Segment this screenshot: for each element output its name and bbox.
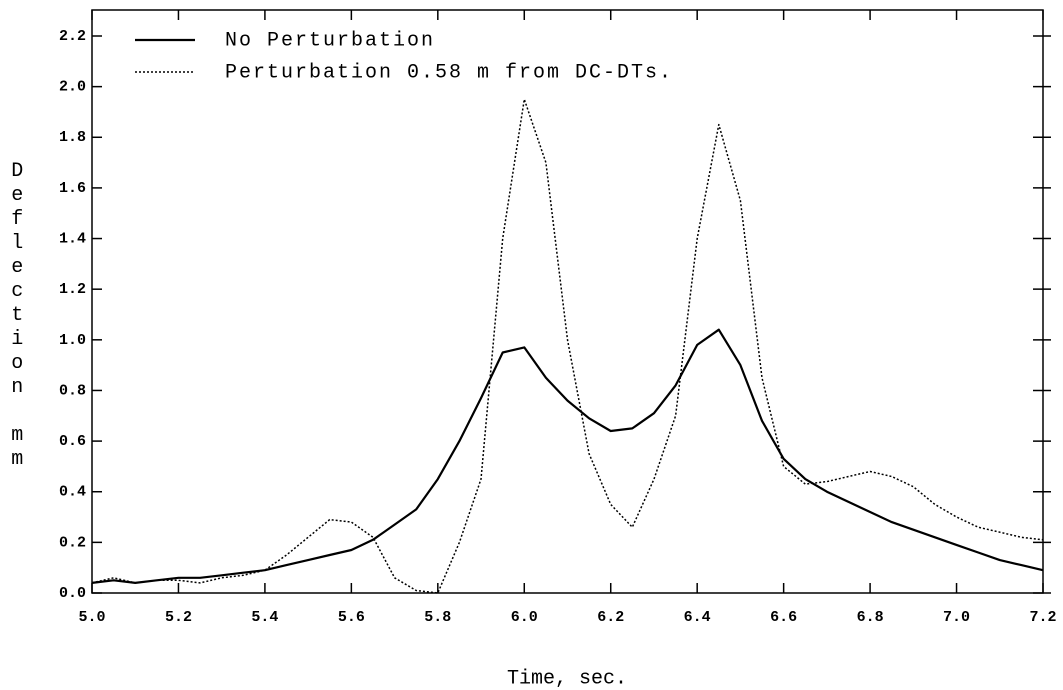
y-axis-label: Deflection mm [6,160,29,472]
y-tick-label: 1.2 [59,281,86,298]
x-tick-label: 5.6 [338,609,365,626]
series-line [91,98,1044,594]
y-tick-label: 1.8 [59,129,86,146]
y-tick-label: 1.0 [59,332,86,349]
legend-label: Perturbation 0.58 m from DC-DTs. [225,61,673,84]
y-tick-label: 0.0 [59,585,86,602]
y-tick-label: 0.4 [59,484,86,501]
legend-label: No Perturbation [225,29,435,52]
y-tick-label: 0.8 [59,382,86,399]
y-tick-label: 2.2 [59,28,86,45]
x-tick-label: 6.0 [511,609,538,626]
series-line [91,328,1044,584]
y-tick-label: 1.6 [59,180,86,197]
y-tick-label: 2.0 [59,79,86,96]
x-axis-label: Time, sec. [507,667,627,690]
x-tick-label: 5.8 [424,609,451,626]
plot-frame [91,9,1044,594]
x-tick-label: 7.0 [943,609,970,626]
x-tick-label: 5.0 [78,609,105,626]
x-tick-label: 6.8 [857,609,884,626]
x-tick-label: 6.2 [597,609,624,626]
x-tick-label: 6.6 [770,609,797,626]
y-tick-label: 0.2 [59,534,86,551]
x-tick-label: 5.2 [165,609,192,626]
y-tick-label: 1.4 [59,231,86,248]
x-tick-label: 5.4 [251,609,278,626]
x-tick-label: 7.2 [1029,609,1056,626]
x-tick-label: 6.4 [684,609,711,626]
y-tick-label: 0.6 [59,433,86,450]
